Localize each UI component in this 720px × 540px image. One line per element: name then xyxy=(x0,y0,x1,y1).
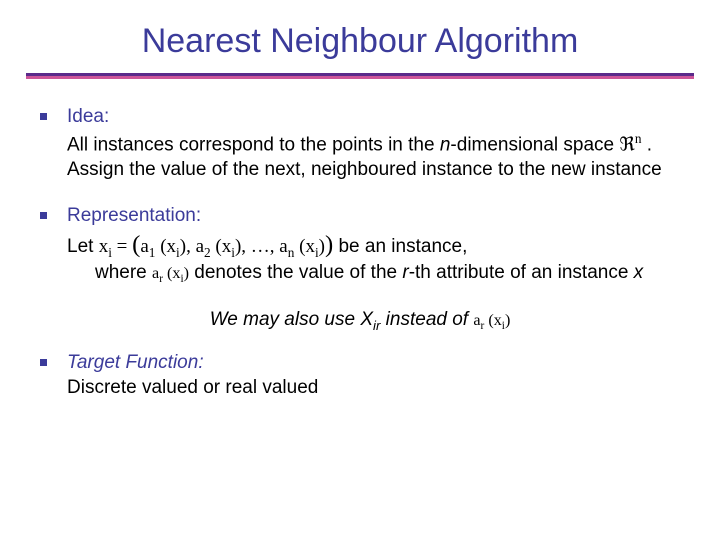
divider xyxy=(26,73,694,79)
formula-x: x xyxy=(99,236,109,257)
note-pre: We may also use X xyxy=(210,309,373,330)
formula-a1: a xyxy=(140,236,148,257)
representation-heading: Representation: xyxy=(67,205,201,226)
formula-an: a xyxy=(279,236,287,257)
formula-a2: a xyxy=(196,236,204,257)
idea-line1-mid: -dimensional space xyxy=(450,134,619,155)
idea-line2: Assign the value of the next, neighboure… xyxy=(67,159,662,180)
bullet-idea-body: Idea: All instances correspond to the po… xyxy=(67,105,680,182)
formula-rparen: ) xyxy=(325,231,333,258)
note-mid: instead of xyxy=(380,309,473,330)
ar-rp: ) xyxy=(184,265,189,282)
rep-where: where xyxy=(95,262,152,283)
rep-where-line: where ar (xi) denotes the value of the r… xyxy=(95,262,643,283)
idea-line1-pre: All instances correspond to the points i… xyxy=(67,134,440,155)
rep-x: x xyxy=(634,262,644,283)
bullet-marker-icon xyxy=(40,113,47,120)
real-symbol: ℜ xyxy=(619,134,634,155)
bullet-marker-icon xyxy=(40,359,47,366)
formula-argln: ( xyxy=(294,236,305,257)
ar-formula: ar (xi) xyxy=(152,265,189,282)
note-l: ( xyxy=(484,312,493,329)
idea-heading: Idea: xyxy=(67,106,109,127)
bullet-target: Target Function: Discrete valued or real… xyxy=(40,351,680,400)
note-line: We may also use Xir instead of ar (xi) xyxy=(30,309,690,333)
note-a: a xyxy=(473,312,480,329)
target-body: Discrete valued or real valued xyxy=(67,377,318,398)
note-rp: ) xyxy=(505,312,510,329)
note-x: x xyxy=(494,312,502,329)
formula-argl2: ( xyxy=(211,236,222,257)
bullet-marker-icon xyxy=(40,212,47,219)
formula-argx1: x xyxy=(167,236,177,257)
bullet-target-body: Target Function: Discrete valued or real… xyxy=(67,351,680,400)
bullet-idea: Idea: All instances correspond to the po… xyxy=(40,105,680,182)
formula-c1: , xyxy=(186,236,196,257)
rep-denotes-mid: -th attribute of an instance xyxy=(409,262,634,283)
rep-let: Let xyxy=(67,236,99,257)
target-heading: Target Function: xyxy=(67,352,204,373)
real-sup: n xyxy=(635,131,642,146)
rep-denotes-pre: denotes the value of the xyxy=(194,262,402,283)
bullet-list-2: Target Function: Discrete valued or real… xyxy=(30,351,690,400)
idea-n: n xyxy=(440,134,451,155)
rep-be-instance: be an instance, xyxy=(338,236,467,257)
ar-l: ( xyxy=(163,265,172,282)
formula-argx2: x xyxy=(222,236,232,257)
bullet-representation: Representation: Let xi = (a1 (xi), a2 (x… xyxy=(40,204,680,287)
formula-dots: , …, xyxy=(241,236,279,257)
formula-argxn: x xyxy=(305,236,315,257)
bullet-representation-body: Representation: Let xi = (a1 (xi), a2 (x… xyxy=(67,204,680,287)
formula-sub2: 2 xyxy=(204,245,211,260)
bullet-list: Idea: All instances correspond to the po… xyxy=(30,105,690,287)
formula: xi = (a1 (xi), a2 (xi), …, an (xi)) xyxy=(99,236,334,257)
slide: Nearest Neighbour Algorithm Idea: All in… xyxy=(0,0,720,540)
formula-argl1: ( xyxy=(155,236,166,257)
note-formula: ar (xi) xyxy=(473,312,510,329)
idea-line1-post: . xyxy=(642,134,653,155)
formula-eq: = xyxy=(112,236,132,257)
slide-title: Nearest Neighbour Algorithm xyxy=(30,22,690,61)
